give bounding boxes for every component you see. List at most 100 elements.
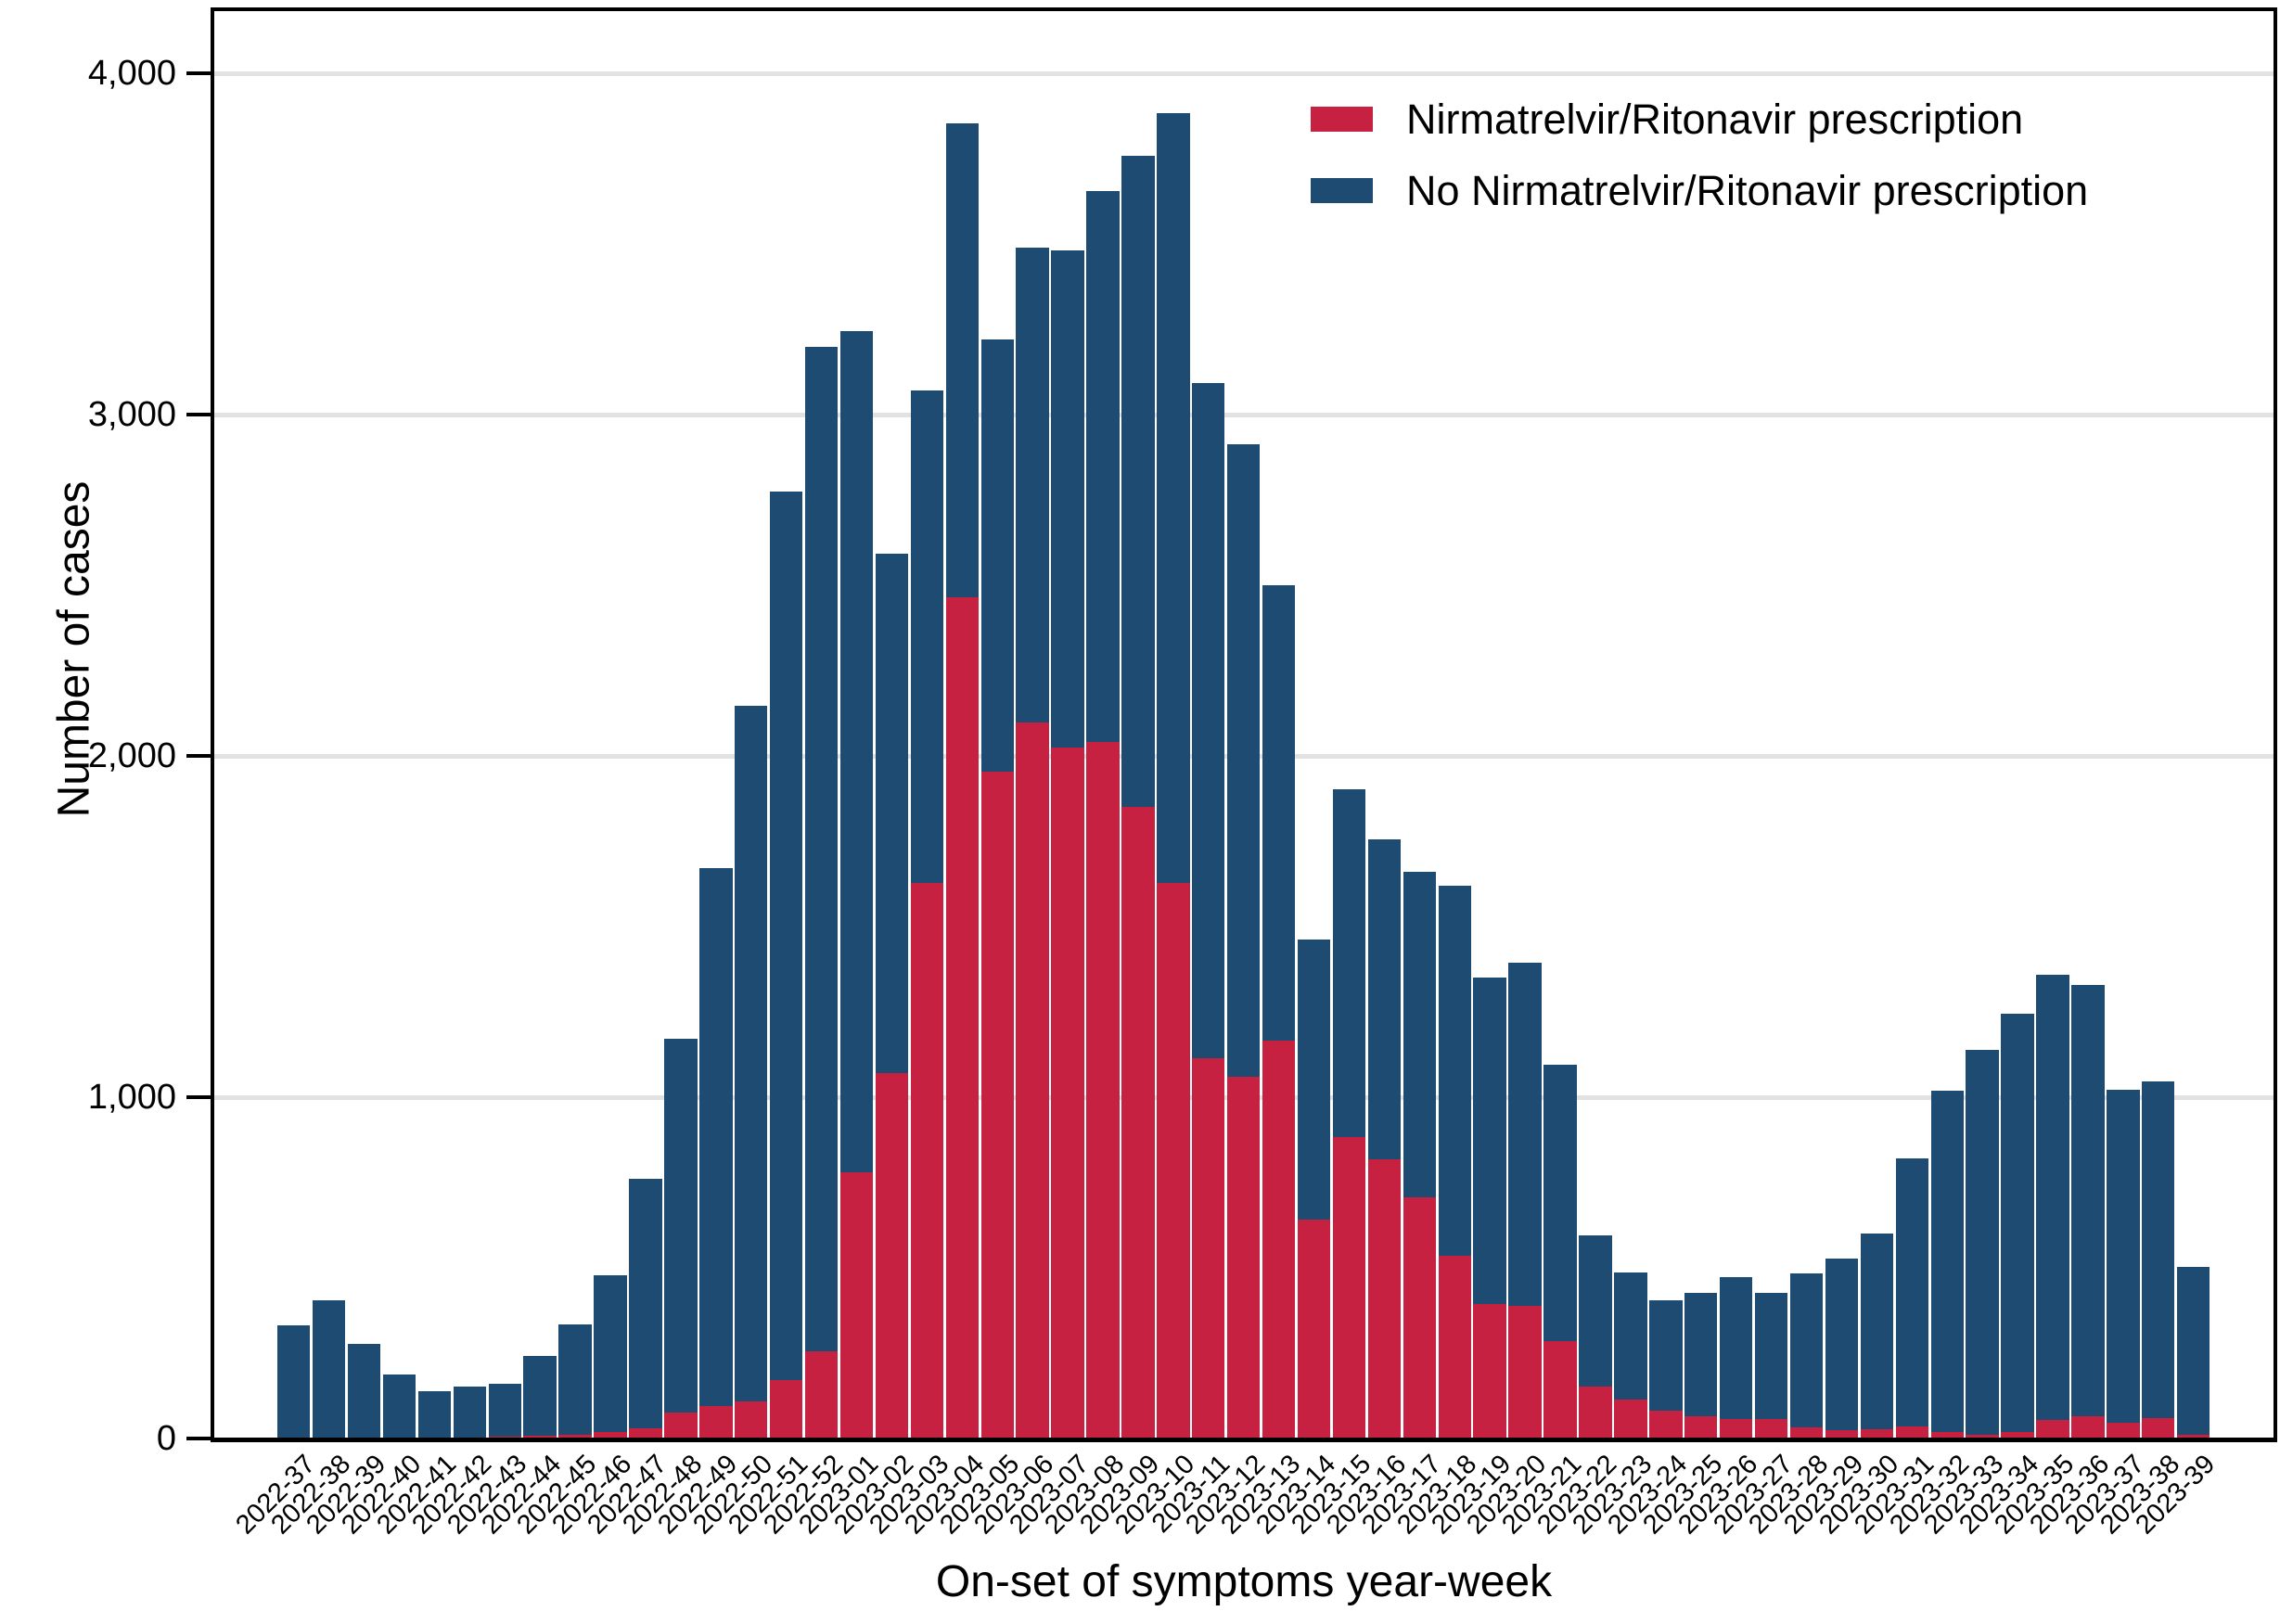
bar-2023-39 [2177, 1266, 2210, 1439]
bar-2023-02 [875, 554, 909, 1439]
bar-2023-33 [1966, 1049, 1999, 1439]
legend: Nirmatrelvir/Ritonavir prescription No N… [1311, 96, 2088, 215]
bar-segment-prescription [1754, 1418, 1788, 1439]
y-tick-label: 4,000 [87, 54, 176, 93]
bar-2023-08 [1086, 190, 1120, 1439]
bar-segment-prescription [664, 1413, 698, 1439]
bar-segment-prescription [1579, 1387, 1612, 1439]
bar-2023-26 [1719, 1276, 1753, 1439]
y-tick-label: 3,000 [87, 395, 176, 434]
bar-2022-48 [664, 1039, 698, 1439]
bar-segment-prescription [417, 1437, 452, 1439]
bar-segment-prescription [945, 596, 979, 1439]
bar-2023-16 [1367, 838, 1402, 1439]
bar-segment-no-prescription [523, 1355, 557, 1437]
bar-segment-prescription [1086, 741, 1120, 1439]
bar-segment-prescription [2036, 1419, 2069, 1439]
bar-segment-no-prescription [1930, 1090, 1964, 1433]
bar-segment-no-prescription [2001, 1014, 2034, 1432]
bar-segment-prescription [2107, 1423, 2140, 1439]
y-axis-title: Number of cases [49, 480, 99, 818]
bar-2023-32 [1930, 1090, 1964, 1439]
y-tick [186, 1437, 211, 1440]
bar-segment-prescription [382, 1437, 416, 1439]
bar-2023-10 [1157, 113, 1190, 1439]
bar-2022-44 [523, 1355, 557, 1439]
bar-2023-05 [980, 339, 1014, 1439]
bar-segment-no-prescription [382, 1374, 416, 1438]
bar-2023-13 [1262, 585, 1296, 1439]
bar-segment-no-prescription [769, 492, 803, 1381]
bar-segment-no-prescription [1016, 248, 1049, 723]
bar-segment-no-prescription [1649, 1299, 1683, 1411]
bar-2023-04 [945, 122, 979, 1439]
bar-segment-no-prescription [1403, 872, 1437, 1198]
bar-2023-35 [2036, 974, 2069, 1439]
bar-segment-no-prescription [594, 1275, 627, 1433]
bar-segment-no-prescription [488, 1384, 521, 1438]
bar-segment-no-prescription [1086, 190, 1120, 742]
bar-2023-24 [1649, 1299, 1683, 1439]
bar-segment-no-prescription [1754, 1292, 1788, 1419]
bar-segment-prescription [2142, 1417, 2175, 1439]
bar-2023-11 [1192, 383, 1225, 1439]
bar-2023-36 [2071, 985, 2105, 1439]
bar-segment-prescription [1789, 1426, 1824, 1439]
bars-area [277, 73, 2216, 1439]
bar-segment-prescription [980, 771, 1014, 1439]
bar-segment-no-prescription [453, 1386, 487, 1438]
bar-segment-no-prescription [2142, 1081, 2175, 1418]
bar-segment-no-prescription [2107, 1089, 2140, 1424]
bar-2023-34 [2001, 1014, 2034, 1439]
bar-2023-12 [1227, 444, 1261, 1439]
bar-segment-prescription [1473, 1303, 1506, 1439]
bar-segment-no-prescription [1051, 250, 1084, 748]
bar-segment-prescription [1825, 1430, 1859, 1439]
bar-segment-no-prescription [1895, 1158, 1928, 1426]
bar-segment-no-prescription [1332, 789, 1366, 1137]
bar-segment-no-prescription [839, 331, 874, 1172]
bar-segment-no-prescription [1297, 940, 1331, 1220]
bar-segment-no-prescription [1825, 1259, 1859, 1431]
bar-2022-52 [804, 346, 839, 1439]
bar-2022-49 [699, 868, 733, 1439]
bar-segment-prescription [1614, 1400, 1647, 1439]
bar-segment-prescription [1966, 1434, 1999, 1439]
bar-segment-prescription [2001, 1431, 2034, 1439]
bar-2022-37 [277, 1324, 311, 1439]
bar-2023-25 [1684, 1292, 1718, 1439]
bar-segment-no-prescription [1192, 383, 1225, 1059]
bar-segment-prescription [2071, 1416, 2105, 1439]
bar-2022-50 [735, 705, 768, 1439]
bar-2023-27 [1754, 1292, 1788, 1439]
bar-segment-no-prescription [2036, 974, 2069, 1420]
bar-segment-prescription [1262, 1040, 1296, 1439]
bar-2023-09 [1121, 155, 1155, 1439]
bar-2023-01 [839, 331, 874, 1439]
bar-segment-prescription [769, 1380, 803, 1439]
bar-2023-06 [1016, 248, 1049, 1439]
bar-2023-38 [2142, 1081, 2175, 1439]
bar-segment-prescription [1930, 1432, 1964, 1439]
bar-segment-no-prescription [1367, 838, 1402, 1159]
bar-segment-prescription [1719, 1418, 1753, 1439]
bar-segment-prescription [1895, 1426, 1928, 1439]
bar-segment-prescription [1157, 883, 1190, 1439]
y-tick-label: 1,000 [87, 1078, 176, 1117]
x-axis-tick-labels: 2022-37 2022-38 2022-39 2022-40 2022-41 2022-… [0, 1450, 2280, 1580]
bar-segment-prescription [1684, 1415, 1718, 1439]
gridline [214, 71, 2274, 76]
bar-segment-no-prescription [2071, 985, 2105, 1417]
y-tick [186, 413, 211, 416]
bar-segment-no-prescription [910, 390, 944, 884]
bar-segment-prescription [1649, 1410, 1683, 1439]
bar-segment-no-prescription [875, 554, 909, 1073]
bar-2023-29 [1825, 1259, 1859, 1439]
bar-segment-prescription [629, 1427, 662, 1439]
bar-segment-prescription [1297, 1219, 1331, 1439]
bar-segment-prescription [1508, 1306, 1542, 1439]
bar-segment-prescription [1016, 722, 1049, 1439]
bar-segment-prescription [910, 883, 944, 1439]
bar-segment-no-prescription [312, 1300, 346, 1439]
